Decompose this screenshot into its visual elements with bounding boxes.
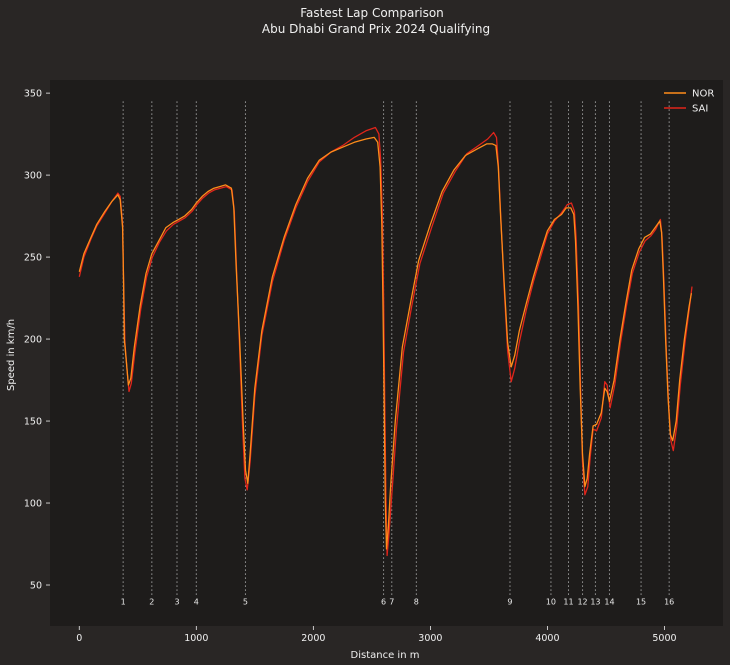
- corner-label-8: 8: [414, 598, 419, 607]
- legend-label-nor: NOR: [692, 89, 714, 100]
- y-tick-label: 250: [24, 253, 42, 264]
- legend: NOR SAI: [664, 89, 714, 115]
- y-tick-label: 350: [24, 89, 42, 100]
- chart-subtitle: Abu Dhabi Grand Prix 2024 Qualifying: [262, 22, 490, 36]
- corner-label-10: 10: [546, 598, 556, 607]
- corner-label-3: 3: [174, 598, 179, 607]
- corner-label-7: 7: [389, 598, 394, 607]
- corner-label-15: 15: [636, 598, 646, 607]
- y-tick-label: 150: [24, 417, 42, 428]
- series-line-nor: [78, 136, 693, 550]
- corner-label-6: 6: [381, 598, 386, 607]
- series-layer: [78, 126, 693, 557]
- corner-label-1: 1: [121, 598, 126, 607]
- y-tick-label: 200: [24, 335, 42, 346]
- x-tick-label: 1000: [184, 633, 208, 644]
- series-line-sai: [78, 126, 693, 557]
- x-tick-label: 4000: [535, 633, 559, 644]
- y-tick-label: 50: [30, 581, 42, 592]
- corner-label-14: 14: [604, 598, 614, 607]
- corner-label-16: 16: [664, 598, 674, 607]
- x-axis-ticks: 0 1000 2000 3000 4000 5000: [76, 626, 677, 644]
- corner-label-11: 11: [563, 598, 573, 607]
- x-tick-label: 5000: [652, 633, 676, 644]
- corner-label-2: 2: [149, 598, 154, 607]
- x-tick-label: 2000: [301, 633, 325, 644]
- corner-label-13: 13: [590, 598, 600, 607]
- y-tick-label: 300: [24, 171, 42, 182]
- y-axis-label: Speed in km/h: [6, 319, 17, 391]
- corner-markers: 1 2 3 4 5 6 7 8 9 10 11 12 13 14 15 16: [121, 101, 674, 607]
- x-tick-label: 3000: [418, 633, 442, 644]
- y-tick-label: 100: [24, 499, 42, 510]
- x-tick-label: 0: [76, 633, 82, 644]
- corner-label-5: 5: [243, 598, 248, 607]
- legend-label-sai: SAI: [692, 104, 708, 115]
- y-axis-ticks: 50 100 150 200 250 300 350: [24, 89, 50, 592]
- corner-label-4: 4: [194, 598, 199, 607]
- x-axis-label: Distance in m: [351, 650, 420, 661]
- corner-label-9: 9: [507, 598, 512, 607]
- corner-label-12: 12: [577, 598, 587, 607]
- chart-title: Fastest Lap Comparison: [300, 6, 444, 20]
